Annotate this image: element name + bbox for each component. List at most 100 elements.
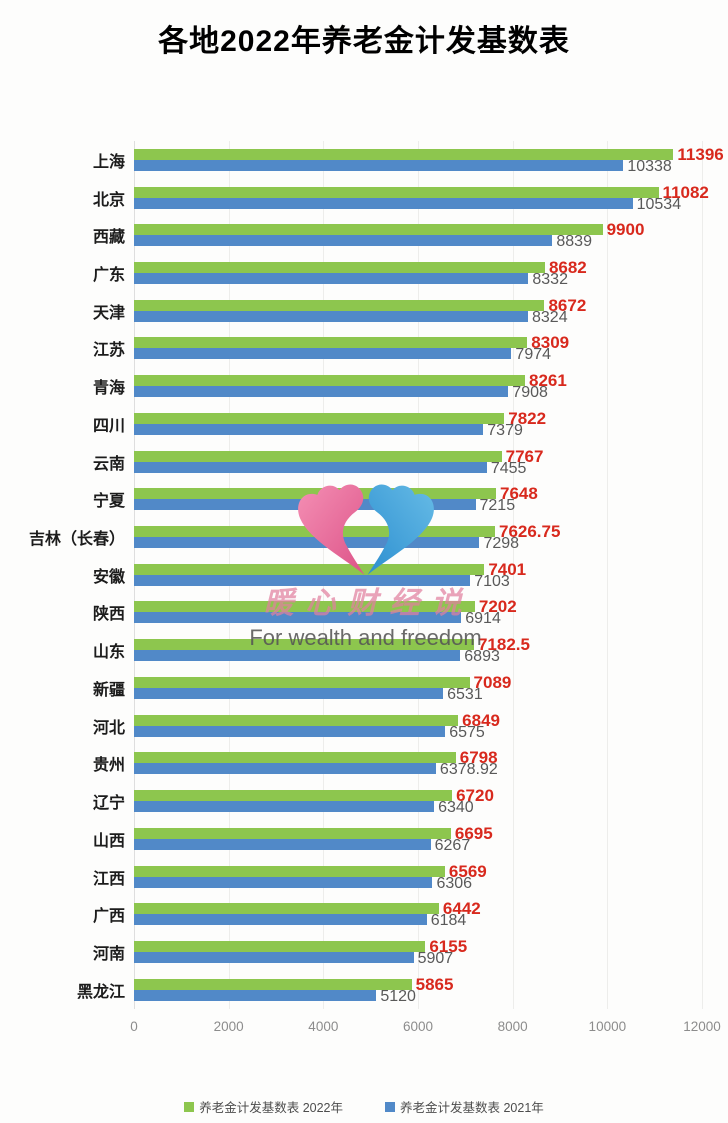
legend-item-2021: 养老金计发基数表 2021年 [385,1097,544,1116]
value-label-2021: 7908 [512,384,548,402]
bar-group: 6695 6267 [134,820,702,858]
bar-2021 [134,838,431,850]
bar-2022 [134,978,412,990]
value-label-2022: 5865 [415,974,454,994]
legend-swatch-icon [184,1101,195,1112]
bar-group: 6442 6184 [134,895,702,933]
bar-group: 6720 6340 [134,782,702,820]
x-tick-label: 4000 [308,1019,339,1034]
category-label: 吉林（长春） [28,531,125,549]
bar-group: 11082 10534 [134,179,709,217]
category-label: 江西 [92,870,125,888]
category-label: 陕西 [92,606,125,624]
bar-2022 [134,676,470,688]
value-label-2022: 6569 [448,861,487,881]
x-axis: 0 2000 4000 6000 8000 10000 12000 [130,1019,721,1039]
bar-group: 8309 7974 [134,330,702,368]
chart-row: 北京 11082 10534 [0,179,728,217]
bar-2021 [134,537,480,549]
value-label-2022: 7626.75 [498,522,561,542]
bar-group: 7822 7379 [134,405,702,443]
bar-line-2021: 7455 [134,460,702,476]
bar-line-2021: 6914 [134,611,702,627]
value-label-2022: 8261 [529,371,567,391]
chart-row: 辽宁 6720 6340 [0,782,728,820]
gridline [607,141,609,1009]
bar-line-2022: 7401 [134,561,702,578]
bar-2022 [134,639,474,651]
legend-swatch-icon [385,1101,395,1112]
value-label-2021: 6306 [436,874,473,892]
value-label-2021: 6184 [430,912,467,930]
value-label-2021: 8839 [556,233,592,251]
chart-row: 宁夏 7648 7215 [0,480,728,518]
bar-2022 [134,601,475,613]
bar-line-2021: 8839 [134,234,702,250]
category-label: 广东 [92,267,125,285]
bar-2021 [134,461,487,473]
chart-row: 河南 6155 5907 [0,933,728,971]
value-label-2022: 7202 [478,597,517,617]
chart-row: 广西 6442 6184 [0,895,728,933]
value-label-2021: 6531 [447,685,483,703]
category-label: 黑龙江 [76,983,125,1001]
bar-2022 [134,148,674,160]
bar-group: 7401 7103 [134,556,702,594]
category-label: 贵州 [92,757,125,775]
x-tick-label: 6000 [402,1019,434,1034]
chart-row: 西藏 9900 8839 [0,216,728,254]
bar-group: 7648 7215 [134,480,702,518]
value-label-2021: 6340 [438,799,474,817]
gridline [702,141,703,1009]
value-label-2022: 7767 [505,446,544,466]
bar-2021 [134,235,553,247]
value-label-2021: 7974 [515,346,552,364]
category-label: 宁夏 [92,493,125,511]
bar-2021 [134,159,624,171]
chart-row: 黑龙江 5865 5120 [0,971,728,1009]
value-label-2022: 8309 [531,333,570,353]
chart-row: 云南 7767 7455 [0,443,728,481]
bar-2021 [134,725,446,737]
category-label: 北京 [92,191,125,209]
bar-line-2021: 6184 [134,913,702,929]
chart-row: 山东 7182.5 6893 [0,631,728,669]
bar-2021 [134,310,528,322]
bar-group: 6569 6306 [134,858,702,896]
bar-2022 [134,186,659,198]
bar-line-2022: 11082 [134,184,709,201]
value-label-2022: 7648 [500,484,538,504]
bar-line-2022: 7822 [134,410,702,427]
bar-line-2021: 6378.92 [134,762,702,778]
bar-2022 [134,790,453,802]
bar-line-2021: 6340 [134,800,702,816]
value-label-2022: 11082 [662,182,709,202]
chart-row: 陕西 7202 6914 [0,594,728,632]
bar-group: 6155 5907 [134,933,702,971]
bar-2021 [134,348,512,360]
bar-line-2022: 6849 [134,712,702,729]
category-label: 辽宁 [92,795,125,813]
bar-line-2021: 7215 [134,498,702,514]
category-label: 河北 [92,719,125,737]
bar-line-2021: 7103 [134,573,702,589]
bar-group: 6849 6575 [134,707,702,745]
category-label: 四川 [92,417,125,435]
bar-2022 [134,714,459,726]
value-label-2021: 7455 [490,459,527,477]
bar-2021 [134,499,476,511]
value-label-2022: 8672 [548,295,587,315]
bar-line-2022: 7767 [134,446,702,466]
bar-line-2022: 6720 [134,787,702,804]
value-label-2021: 6893 [464,648,500,666]
bar-2022 [134,412,505,424]
value-label-2021: 8324 [532,308,568,326]
bar-2022 [134,224,603,236]
bar-line-2022: 7648 [134,484,702,504]
value-label-2021: 7103 [474,572,510,590]
bar-line-2021: 6575 [134,724,702,740]
bar-2021 [134,273,529,285]
category-label: 西藏 [92,229,125,247]
legend-label: 养老金计发基数表 2021年 [400,1101,544,1115]
bar-line-2021: 7974 [134,347,702,363]
